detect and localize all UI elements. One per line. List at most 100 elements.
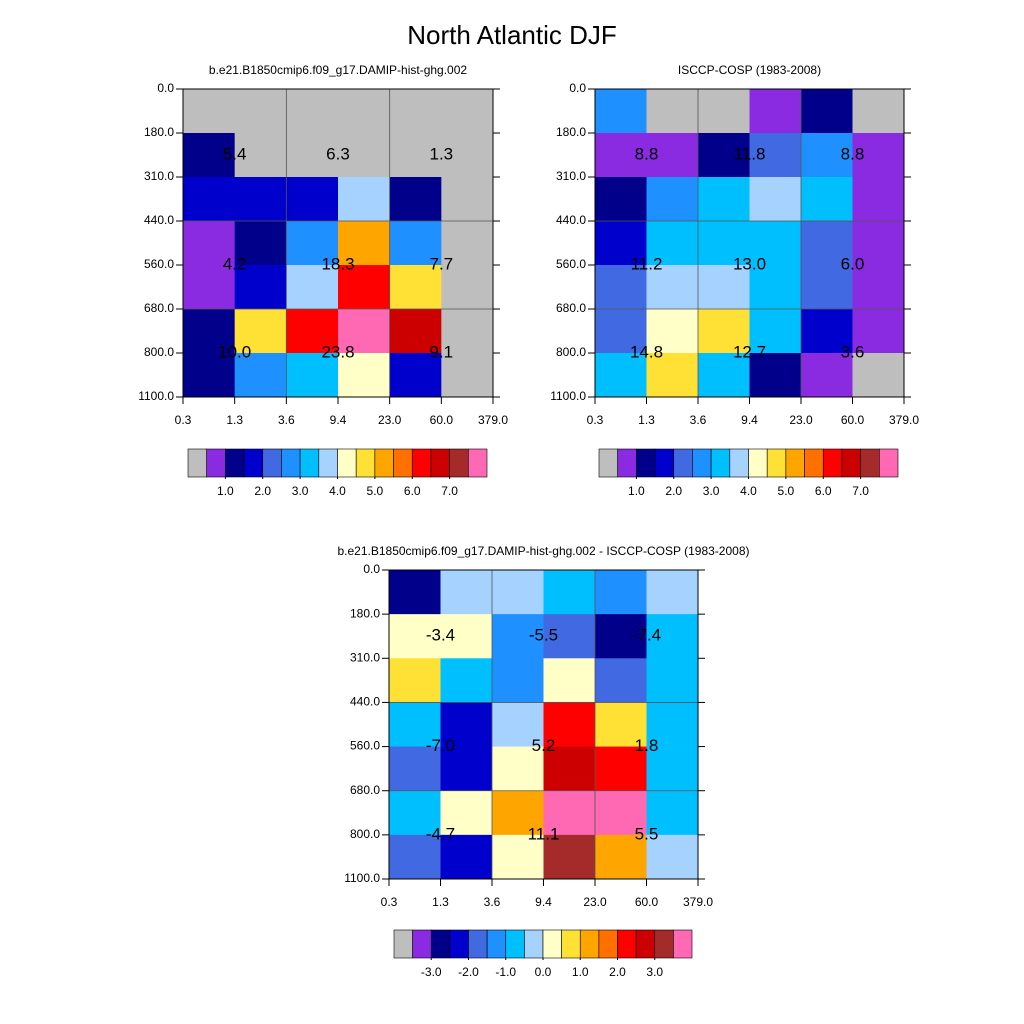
colorbar-box bbox=[598, 929, 618, 959]
cell-annotation: -5.5 bbox=[529, 626, 558, 645]
panel-title: ISCCP-COSP (1983-2008) bbox=[678, 63, 821, 77]
cell bbox=[389, 89, 442, 134]
cell bbox=[852, 221, 905, 266]
cell bbox=[440, 834, 493, 880]
cell bbox=[852, 133, 905, 178]
cell bbox=[595, 265, 647, 310]
x-tick-label: 379.0 bbox=[683, 895, 713, 909]
y-tick-label: 180.0 bbox=[350, 606, 380, 620]
panel-title: b.e21.B1850cmip6.f09_g17.DAMIP-hist-ghg.… bbox=[337, 544, 749, 558]
cell bbox=[234, 309, 287, 354]
x-tick-label: 3.6 bbox=[690, 413, 707, 427]
cell bbox=[698, 221, 750, 266]
cell bbox=[389, 133, 442, 178]
cell bbox=[749, 221, 802, 266]
cell bbox=[543, 658, 596, 703]
cell bbox=[234, 177, 287, 222]
colorbar-box bbox=[206, 448, 226, 478]
colorbar-label: 1.0 bbox=[217, 484, 234, 498]
colorbar-box bbox=[412, 929, 432, 959]
y-tick-label: 1100.0 bbox=[138, 389, 174, 403]
colorbar-box bbox=[393, 448, 413, 478]
cell bbox=[234, 221, 287, 266]
colorbar-label: 5.0 bbox=[778, 484, 795, 498]
x-tick-label: 1.3 bbox=[432, 895, 449, 909]
colorbar-box bbox=[729, 448, 749, 478]
cell bbox=[543, 570, 596, 615]
colorbar-box bbox=[355, 448, 376, 478]
cell bbox=[801, 89, 853, 134]
cell bbox=[492, 790, 544, 836]
cell bbox=[234, 265, 287, 310]
cell bbox=[698, 177, 750, 222]
colorbar-box bbox=[393, 929, 413, 959]
x-tick-label: 9.4 bbox=[330, 413, 347, 427]
colorbar-label: 6.0 bbox=[404, 484, 421, 498]
cell-annotation: 7.7 bbox=[430, 254, 454, 273]
x-tick-label: 379.0 bbox=[889, 413, 919, 427]
colorbar-label: 7.0 bbox=[852, 484, 869, 498]
colorbar-box bbox=[374, 448, 394, 478]
y-tick-label: 0.0 bbox=[363, 562, 380, 576]
colorbar-box bbox=[337, 448, 357, 478]
colorbar-label: 5.0 bbox=[367, 484, 384, 498]
cell bbox=[646, 702, 699, 747]
cell bbox=[801, 353, 853, 398]
cell bbox=[441, 89, 494, 134]
cell bbox=[646, 133, 699, 178]
cell bbox=[492, 614, 544, 659]
cell bbox=[749, 89, 802, 134]
colorbar-box bbox=[635, 929, 656, 959]
cell bbox=[286, 265, 339, 310]
y-tick-label: 0.0 bbox=[569, 81, 586, 95]
cell bbox=[338, 265, 391, 310]
colorbar-label: 4.0 bbox=[329, 484, 346, 498]
cell bbox=[698, 89, 750, 134]
colorbar-box bbox=[468, 929, 488, 959]
colorbar-label: 3.0 bbox=[646, 965, 663, 979]
cell bbox=[389, 309, 442, 354]
cell-annotation: 1.8 bbox=[635, 736, 659, 755]
colorbar-box bbox=[449, 448, 469, 478]
cell bbox=[338, 309, 391, 354]
colorbar-box bbox=[673, 448, 693, 478]
cell-annotation: 1.3 bbox=[430, 144, 454, 163]
cell bbox=[234, 353, 287, 398]
colorbar-box bbox=[430, 448, 450, 478]
cell bbox=[543, 614, 596, 659]
x-tick-label: 60.0 bbox=[841, 413, 865, 427]
cell bbox=[286, 133, 339, 178]
cell bbox=[440, 790, 493, 836]
x-tick-label: 9.4 bbox=[535, 895, 552, 909]
cell bbox=[543, 790, 596, 836]
cell bbox=[183, 221, 236, 266]
cell bbox=[440, 570, 493, 615]
cell bbox=[852, 89, 905, 134]
cell bbox=[286, 353, 339, 398]
x-tick-label: 3.6 bbox=[278, 413, 295, 427]
cell bbox=[646, 221, 699, 266]
cell bbox=[646, 177, 699, 222]
cell bbox=[441, 309, 494, 354]
cell-annotation: 8.8 bbox=[841, 144, 865, 163]
y-tick-label: 560.0 bbox=[144, 257, 174, 271]
cell-annotation: 5.2 bbox=[532, 736, 556, 755]
cell bbox=[183, 265, 236, 310]
cell bbox=[646, 309, 699, 354]
cell bbox=[440, 614, 493, 659]
colorbar-box bbox=[617, 448, 637, 478]
cell bbox=[441, 177, 494, 222]
cell bbox=[389, 790, 441, 836]
cell bbox=[646, 353, 699, 398]
cell-annotation: 11.8 bbox=[734, 144, 766, 163]
cell bbox=[183, 133, 236, 178]
x-tick-label: 0.3 bbox=[587, 413, 604, 427]
cell bbox=[646, 746, 699, 792]
cell bbox=[749, 177, 802, 222]
colorbar-box bbox=[262, 448, 282, 478]
x-tick-label: 379.0 bbox=[478, 413, 508, 427]
colorbar-box bbox=[579, 929, 600, 959]
colorbar-box bbox=[766, 448, 787, 478]
cell-annotation: 13.0 bbox=[733, 254, 766, 273]
colorbar-box bbox=[710, 448, 731, 478]
